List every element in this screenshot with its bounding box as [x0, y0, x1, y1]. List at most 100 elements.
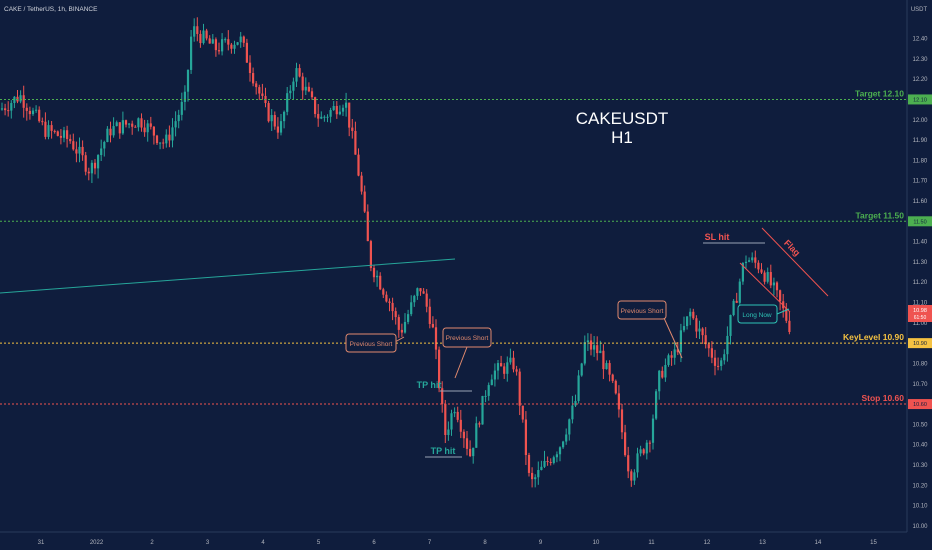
candle-body	[506, 362, 509, 374]
key-level-tag-text: 10.90	[913, 341, 927, 347]
sl-hit-label: SL hit	[705, 232, 730, 242]
candle-body	[124, 120, 128, 125]
x-tick-label: 31	[38, 540, 45, 546]
y-tick-label: 10.50	[912, 422, 928, 428]
candle-body	[159, 142, 162, 144]
candle-body	[645, 442, 648, 454]
candle-body	[617, 393, 620, 410]
candle-body	[701, 328, 704, 336]
callout-previous-short-2-text: Previous Short	[446, 335, 489, 342]
callout-previous-short-3-text: Previous Short	[621, 308, 664, 315]
candle-body	[310, 91, 314, 98]
candle-body	[543, 460, 546, 467]
candle-body	[301, 76, 304, 91]
candle-body	[707, 344, 710, 349]
candle-body	[416, 288, 419, 296]
candle-body	[524, 419, 527, 455]
candle-body	[236, 42, 239, 45]
candle-body	[372, 267, 376, 278]
candle-body	[713, 357, 717, 366]
candle-body	[382, 289, 385, 295]
time-axis[interactable]: 31 2022 2 3 4 5 6 7 8 9 10 11 12 13 14 15	[0, 531, 907, 546]
candle-body	[475, 423, 478, 448]
candle-body	[459, 419, 462, 432]
callout-previous-short-2[interactable]: Previous Short	[442, 327, 492, 348]
candle-body	[456, 411, 459, 420]
candle-body	[686, 316, 689, 327]
candle-body	[146, 123, 149, 133]
currency-label: USDT	[911, 7, 928, 13]
candle-body	[679, 330, 682, 353]
callout-previous-short-3[interactable]: Previous Short	[617, 300, 667, 320]
candle-body	[735, 300, 738, 303]
candle-body	[41, 121, 44, 123]
drawings	[0, 227, 829, 458]
candle-body	[62, 130, 66, 138]
target-1-tag-text: 12.10	[913, 97, 927, 103]
candle-body	[28, 110, 31, 115]
candle-body	[689, 311, 692, 317]
candle-body	[100, 148, 103, 156]
candle-body	[583, 342, 586, 364]
y-tick-label: 10.10	[912, 504, 928, 510]
trendline[interactable]	[0, 258, 456, 294]
candle-body	[788, 320, 791, 332]
candle-body	[202, 30, 205, 44]
y-tick-label: 11.70	[913, 179, 928, 185]
candle-body	[614, 380, 617, 394]
candle-body	[695, 318, 698, 332]
candle-body	[205, 30, 208, 39]
candle-body	[624, 432, 627, 456]
candle-body	[558, 447, 562, 455]
target-2-tag-text: 11.50	[913, 219, 926, 225]
stop-label: Stop 10.60	[861, 393, 904, 403]
candle-body	[360, 175, 363, 192]
candle-body	[410, 302, 413, 315]
candle-body	[13, 96, 16, 104]
candle-body	[242, 36, 245, 43]
candle-body	[357, 154, 360, 176]
candle-body	[441, 388, 444, 404]
flag-upper-line[interactable]	[761, 227, 829, 297]
candle-body	[608, 363, 611, 375]
candle-body	[81, 146, 84, 156]
candle-body	[512, 357, 515, 370]
candle-body	[428, 306, 431, 324]
key-level-tag	[908, 338, 932, 349]
candle-body	[611, 374, 614, 381]
candle-body	[732, 300, 735, 316]
candle-body	[149, 123, 152, 127]
candle-body	[754, 257, 757, 263]
candle-body	[596, 345, 599, 354]
candle-body	[112, 126, 115, 136]
candle-body	[462, 431, 465, 439]
candle-body	[692, 311, 695, 319]
candle-body	[521, 405, 524, 420]
watermark-symbol: CAKEUSDT	[576, 109, 669, 128]
candle-body	[775, 282, 779, 291]
candle-body	[664, 365, 667, 378]
candle-body	[0, 108, 4, 110]
flag-lower-line[interactable]	[739, 262, 791, 313]
candle-body	[766, 272, 769, 282]
candle-body	[738, 281, 741, 303]
callout-previous-short-1[interactable]: Previous Short	[345, 333, 397, 353]
callout-long-now[interactable]: Long Now	[737, 304, 778, 324]
x-tick-label: 15	[870, 540, 877, 546]
x-tick-label: 4	[261, 540, 265, 546]
candle-body	[651, 418, 655, 443]
candle-body	[75, 149, 78, 154]
candle-body	[348, 102, 351, 128]
candle-body	[484, 395, 487, 397]
y-tick-label: 10.00	[912, 524, 928, 530]
candle-body	[53, 130, 56, 132]
candle-body	[534, 477, 537, 480]
candle-body	[180, 101, 183, 115]
candle-body	[500, 363, 503, 367]
price-axis[interactable]: USDT 10.00 10.10 10.20 10.30 10.40 10.50 10.60…	[906, 0, 932, 532]
candle-body	[493, 370, 496, 380]
y-tick-label: 12.20	[912, 77, 928, 83]
candle-body	[515, 369, 518, 372]
candle-body	[174, 121, 177, 128]
